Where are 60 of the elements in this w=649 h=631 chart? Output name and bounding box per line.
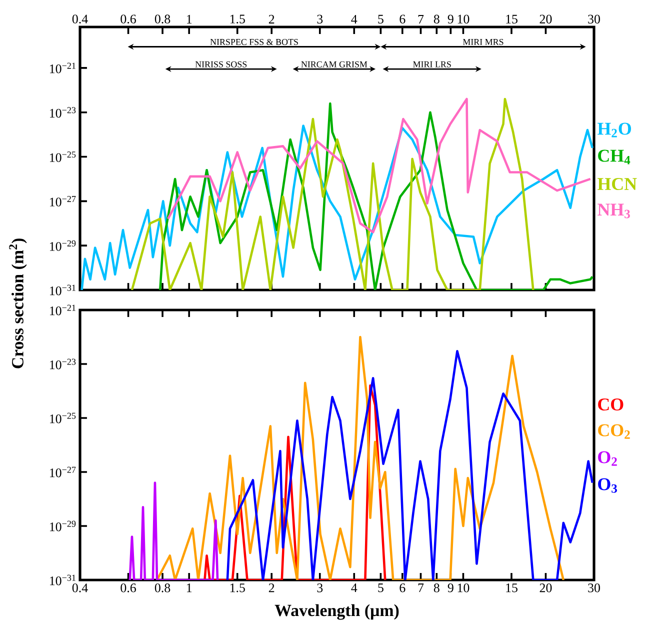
text: CO [598,398,624,411]
x-tick-label: 0.4 [72,584,88,592]
x-tick-label: 30 [588,14,600,24]
x-tick-label: 7 [418,14,424,24]
x-tick-label: 5 [378,584,384,592]
text: CO$_{2}$ [598,424,630,439]
x-tick-label: 0.8 [154,584,170,592]
x-tick-label: 0.8 [154,14,170,24]
text: O$_{2}$ [598,451,617,466]
x-tick-label: 15 [506,584,518,592]
text: CH$_{4}$ [598,150,630,164]
y-tick-label: 10$^{−21}$ [50,62,76,74]
x-tick-label: 1 [186,584,192,592]
y-tick-label: 10$^{−29}$ [50,520,76,532]
x-tick-label: 9 [448,14,454,24]
x-tick-label: 10 [458,14,470,24]
x-tick-label: 0.4 [72,14,88,24]
x-axis-title: Wavelength (μm) [274,604,399,620]
annotation: NIRSPEC FSS & BOTS [210,38,298,46]
series-label: NH$_{3}$ [598,204,630,218]
x-tick-label: 1.5 [230,584,245,592]
x-tick-label: 2 [268,14,274,24]
x-tick-label: 3 [317,14,323,24]
x-tick-label: 0.6 [120,14,136,24]
y-tick-label: 10$^{−29}$ [50,240,76,251]
x-tick-label: 1.5 [230,14,245,24]
y-axis-title: Cross section (m$^{2}$) [9,238,27,368]
x-tick-label: 4 [351,14,358,24]
y-tick-label: 10$^{−23}$ [50,107,76,118]
x-tick-label: 5 [378,14,384,24]
x-tick-label: 4 [351,584,358,592]
x-tick-label: 6 [400,584,406,592]
x-tick-label: 2 [268,584,274,592]
x-tick-label: 6 [400,14,406,24]
y-tick-label: 10$^{−27}$ [50,466,76,478]
x-tick-label: 1 [186,14,192,24]
annotation: NIRCAM GRISM [301,61,368,68]
x-tick-label: 8 [434,584,440,592]
annotation: MIRI MRS [462,38,504,46]
text: HCN [598,178,637,190]
y-tick-label: 10$^{−25}$ [50,152,76,162]
y-tick-label: 10$^{−25}$ [50,412,76,424]
x-tick-label: 7 [418,584,424,592]
x-tick-label: 20 [540,14,552,24]
series-label: H$_{2}$O [598,122,632,138]
x-tick-label: 9 [448,584,454,592]
annotation: MIRI LRS [413,61,451,68]
annotation: NIRISS SOSS [195,61,247,68]
x-tick-label: 0.6 [120,584,136,592]
x-tick-label: 15 [506,14,518,24]
y-tick-label: 10$^{−31}$ [50,284,76,296]
x-tick-label: 3 [317,584,323,592]
x-tick-label: 30 [588,584,600,592]
x-tick-label: 20 [540,584,552,592]
y-tick-label: 10$^{−23}$ [50,358,76,370]
x-tick-label: 10 [458,584,470,592]
y-tick-label: 10$^{−21}$ [50,304,76,316]
series-label: O$_{3}$ [598,478,617,493]
y-tick-label: 10$^{−27}$ [50,196,76,206]
x-tick-label: 8 [434,14,440,24]
